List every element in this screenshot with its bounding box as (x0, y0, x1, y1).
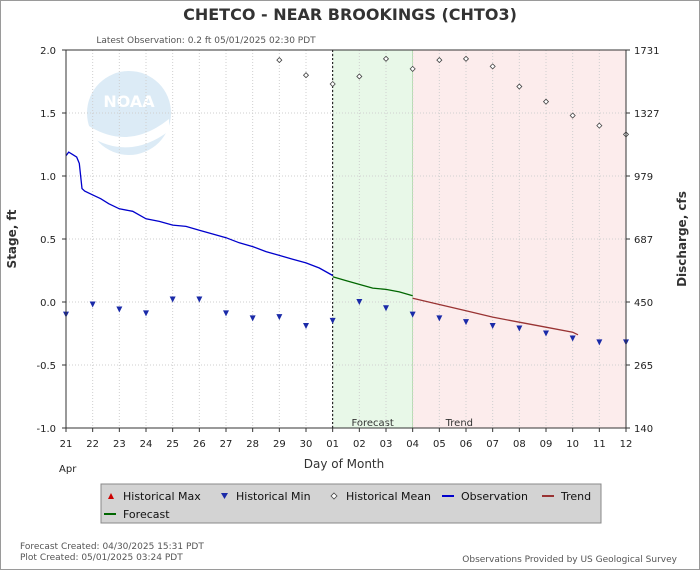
x-tick-label: 05 (433, 439, 446, 450)
historical-mean-point (596, 122, 603, 129)
legend-historical-max-label: Historical Max (123, 490, 201, 503)
historical-min-point (276, 314, 283, 321)
historical-min-point (409, 311, 416, 318)
historical-min-point (463, 319, 469, 326)
x-tick-label: 10 (566, 439, 579, 450)
x-tick-label: 08 (513, 439, 526, 450)
historical-min-point (356, 299, 363, 305)
x-tick-label: 28 (246, 439, 259, 450)
x-tick-label: 11 (593, 439, 606, 450)
forecast-band-label: Forecast (352, 418, 394, 429)
x-tick-label: 02 (353, 439, 366, 450)
historical-mean-point (436, 57, 443, 64)
y-tick-label: 1.5 (40, 109, 56, 120)
historical-mean-point (356, 73, 363, 80)
x-tick-label: 27 (220, 439, 233, 450)
historical-min-point (543, 330, 549, 337)
historical-min-point (436, 315, 443, 322)
x-tick-label: 01 (326, 439, 339, 450)
historical-mean-point (276, 57, 283, 64)
historical-mean-point (302, 72, 310, 79)
legend-historical-min-label: Historical Min (236, 490, 311, 503)
legend-historical-mean-symbol (330, 492, 338, 500)
historical-min-point (596, 339, 603, 346)
x-tick-label: 21 (60, 439, 73, 450)
historical-min-point (249, 315, 256, 322)
x-tick-label: 29 (273, 439, 286, 450)
month-label: Apr (59, 464, 77, 475)
noaa-logo-text: NOAA (103, 92, 155, 111)
x-tick-label: 23 (113, 439, 126, 450)
y2-tick-label: 687 (634, 235, 653, 246)
historical-mean-point (489, 63, 496, 70)
legend-historical-min-symbol (221, 493, 228, 499)
x-tick-label: 07 (486, 439, 499, 450)
x-axis-label: Day of Month (304, 457, 385, 471)
historical-min-point (489, 322, 496, 329)
trend-line (412, 297, 579, 336)
chart-subtitle: Latest Observation: 0.2 ft 05/01/2025 02… (96, 36, 316, 46)
y-tick-label: 2.0 (40, 46, 56, 57)
y-tick-label: -0.5 (36, 361, 56, 372)
trend-band-label: Trend (445, 418, 473, 429)
forecast-line (332, 276, 413, 297)
historical-min-point (569, 335, 576, 342)
historical-min-point (89, 301, 96, 308)
historical-min-point (196, 296, 203, 303)
legend-observation-label: Observation (461, 490, 528, 503)
legend-historical-mean-label: Historical Mean (346, 490, 431, 503)
y-tick-label: 1.0 (40, 172, 56, 183)
x-tick-label: 24 (140, 439, 153, 450)
historical-min-point (169, 296, 176, 303)
data-credit-text: Observations Provided by US Geological S… (462, 555, 677, 565)
historical-mean-point (409, 65, 416, 72)
y2-tick-label: 265 (634, 361, 653, 372)
y2-tick-label: 140 (634, 424, 653, 435)
historical-min-point (116, 306, 123, 313)
forecast-created-text: Forecast Created: 04/30/2025 15:31 PDT (20, 542, 204, 552)
x-tick-label: 30 (300, 439, 313, 450)
historical-mean-point (382, 55, 390, 62)
historical-mean-point (329, 80, 336, 88)
x-tick-label: 03 (380, 439, 393, 450)
historical-mean-point (542, 98, 550, 105)
historical-min-point (143, 310, 149, 317)
y2-axis-label: Discharge, cfs (675, 191, 689, 287)
y-tick-label: 0.0 (40, 298, 56, 309)
historical-min-point (516, 325, 523, 332)
y-axis-label: Stage, ft (5, 209, 19, 268)
y-tick-label: -1.0 (36, 424, 56, 435)
legend-forecast-label: Forecast (123, 508, 170, 521)
legend-trend-label: Trend (560, 490, 591, 503)
historical-mean-point (462, 55, 470, 62)
legend-box (100, 483, 602, 524)
x-tick-label: 09 (540, 439, 553, 450)
historical-min-point (223, 310, 229, 317)
historical-min-point (383, 305, 389, 312)
historical-min-point (329, 317, 336, 324)
y2-tick-label: 1731 (634, 46, 659, 57)
y2-tick-label: 450 (634, 298, 653, 309)
legend-historical-max-symbol (108, 493, 114, 499)
historical-mean-point (516, 83, 523, 90)
chart-title: CHETCO - NEAR BROOKINGS (CHTO3) (183, 5, 517, 24)
y2-tick-label: 979 (634, 172, 653, 183)
x-tick-label: 06 (460, 439, 473, 450)
x-tick-label: 12 (620, 439, 633, 450)
plot-created-text: Plot Created: 05/01/2025 03:24 PDT (20, 553, 183, 563)
observation-line (65, 151, 334, 277)
x-tick-label: 22 (86, 439, 99, 450)
x-tick-label: 26 (193, 439, 206, 450)
historical-mean-point (569, 112, 576, 119)
y-tick-label: 0.5 (40, 235, 56, 246)
y2-tick-label: 1327 (634, 109, 659, 120)
historical-min-point (303, 322, 309, 329)
x-tick-label: 04 (406, 439, 419, 450)
x-tick-label: 25 (166, 439, 179, 450)
